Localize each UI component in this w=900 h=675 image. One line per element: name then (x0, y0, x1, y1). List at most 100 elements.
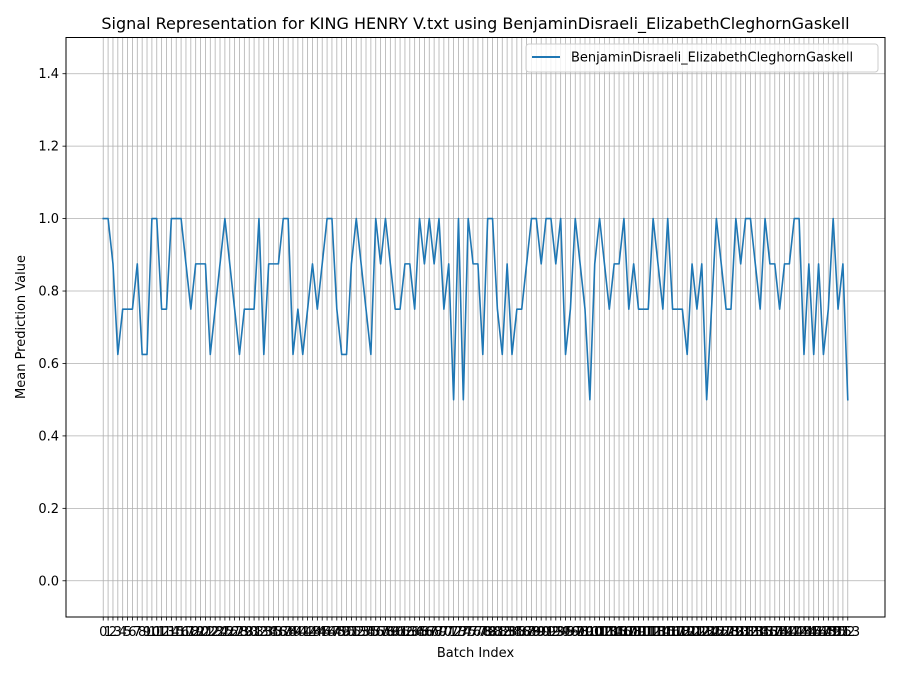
x-tick-label: 15 (168, 625, 185, 640)
data-point (132, 308, 134, 310)
x-tick-label: 112 (636, 625, 661, 640)
x-tick-label: 153 (835, 625, 860, 640)
x-tick-label: 24 (212, 625, 229, 640)
x-tick-label: 44 (309, 625, 326, 640)
data-point (560, 218, 562, 220)
data-point (784, 263, 786, 265)
x-tick-label: 47 (324, 625, 341, 640)
data-point (599, 218, 601, 220)
x-tick-label: 104 (597, 625, 622, 640)
x-tick-label: 151 (826, 625, 851, 640)
x-tick-label: 40 (290, 625, 307, 640)
data-point (117, 354, 119, 356)
x-tick-label: 118 (665, 625, 690, 640)
x-tick-label: 11 (148, 625, 165, 640)
data-point (370, 354, 372, 356)
x-tick-label: 1 (104, 625, 112, 640)
data-point (570, 308, 572, 310)
x-tick-label: 0 (99, 625, 107, 640)
x-tick-label: 79 (479, 625, 496, 640)
data-point (273, 263, 275, 265)
data-point (774, 263, 776, 265)
data-point (574, 218, 576, 220)
data-point (127, 308, 129, 310)
data-point (219, 263, 221, 265)
data-point (229, 263, 231, 265)
x-tick-label: 36 (270, 625, 287, 640)
data-point (180, 218, 182, 220)
x-tick-label: 82 (494, 625, 511, 640)
x-tick-label: 88 (523, 625, 540, 640)
x-tick-label: 93 (548, 625, 565, 640)
data-point (677, 308, 679, 310)
x-tick-label: 107 (612, 625, 637, 640)
x-tick-label: 137 (757, 625, 782, 640)
x-tick-label: 54 (358, 625, 375, 640)
data-point (248, 308, 250, 310)
x-tick-label: 101 (582, 625, 607, 640)
data-point (136, 263, 138, 265)
data-point (336, 308, 338, 310)
data-point (638, 308, 640, 310)
x-tick-label: 127 (709, 625, 734, 640)
data-point (779, 308, 781, 310)
data-point (351, 263, 353, 265)
data-point (258, 218, 260, 220)
x-tick-label: 94 (552, 625, 569, 640)
plot-frame (65, 37, 886, 618)
data-point (516, 308, 518, 310)
data-point (190, 308, 192, 310)
data-point (151, 218, 153, 220)
x-tick-label: 5 (123, 625, 131, 640)
data-point (672, 308, 674, 310)
y-tick-label: 0.6 (38, 357, 59, 372)
x-tick-label: 78 (475, 625, 492, 640)
x-tick-label: 72 (445, 625, 462, 640)
data-point (536, 218, 538, 220)
x-tick-label: 39 (285, 625, 302, 640)
data-point (803, 354, 805, 356)
x-tick-label: 144 (792, 625, 817, 640)
data-point (647, 308, 649, 310)
x-tick-label: 81 (489, 625, 506, 640)
x-tick-label: 142 (782, 625, 807, 640)
x-tick-label: 33 (256, 625, 273, 640)
data-point (141, 354, 143, 356)
x-tick-label: 10 (144, 625, 161, 640)
data-point (506, 263, 508, 265)
data-point (321, 263, 323, 265)
data-point (565, 354, 567, 356)
y-tick-label: 1.4 (38, 67, 59, 82)
x-tick-label: 66 (416, 625, 433, 640)
data-point (156, 218, 158, 220)
x-tick-label: 145 (796, 625, 821, 640)
data-point (282, 218, 284, 220)
data-point (438, 218, 440, 220)
x-tick-label: 53 (353, 625, 370, 640)
x-tick-label: 91 (538, 625, 555, 640)
data-point (263, 354, 265, 356)
data-point (750, 218, 752, 220)
x-tick-label: 13 (158, 625, 175, 640)
data-point (487, 218, 489, 220)
data-point (643, 308, 645, 310)
data-point (594, 263, 596, 265)
legend-box (525, 43, 879, 73)
x-tick-label: 98 (572, 625, 589, 640)
series-line (102, 217, 849, 401)
x-tick-label: 148 (811, 625, 836, 640)
x-tick-label: 113 (641, 625, 666, 640)
x-gridlines (102, 37, 849, 617)
x-tick-label: 4 (119, 625, 127, 640)
data-point (428, 218, 430, 220)
x-tick-label: 129 (719, 625, 744, 640)
x-tick-label: 121 (680, 625, 705, 640)
data-point (390, 263, 392, 265)
data-point (589, 399, 591, 401)
data-point (385, 218, 387, 220)
data-point (842, 263, 844, 265)
data-point (526, 263, 528, 265)
data-point (175, 218, 177, 220)
x-tick-label: 60 (387, 625, 404, 640)
